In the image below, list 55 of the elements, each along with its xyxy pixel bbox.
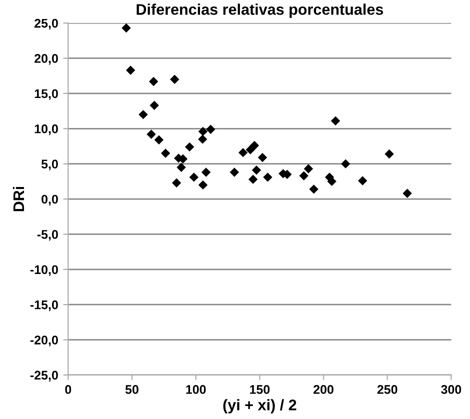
point: [150, 100, 159, 110]
y-tick-label: -5,0: [37, 230, 58, 241]
x-axis-title: (yi + xi) / 2: [223, 399, 296, 414]
point: [330, 116, 340, 126]
point: [252, 166, 262, 175]
point: [358, 176, 368, 186]
point: [148, 76, 158, 86]
point: [248, 174, 258, 184]
point: [250, 140, 260, 150]
y-tick-label: 0,0: [42, 194, 58, 206]
point: [206, 124, 216, 134]
point: [327, 176, 336, 186]
point: [184, 142, 194, 152]
point: [258, 152, 268, 162]
y-axis-title: DRi: [12, 186, 24, 212]
point: [198, 126, 208, 136]
point: [189, 172, 199, 182]
chart-title: Diferencias relativas porcentuales: [136, 4, 384, 18]
x-tick-label: 200: [314, 385, 334, 394]
point: [160, 148, 170, 158]
y-tick-label: -25,0: [30, 370, 58, 382]
point: [126, 66, 136, 75]
y-tick-label: -10,0: [30, 265, 58, 276]
x-tick-label: 150: [250, 385, 270, 394]
point: [402, 188, 412, 198]
point: [299, 171, 308, 180]
x-tick-label: 50: [125, 385, 138, 394]
point: [198, 134, 208, 144]
point: [154, 135, 164, 144]
point: [238, 148, 248, 158]
y-tick-label: 15,0: [34, 89, 58, 100]
point: [263, 172, 272, 182]
point: [230, 168, 239, 177]
y-tick-label: 5,0: [41, 160, 58, 170]
point: [176, 162, 186, 172]
point: [384, 149, 394, 159]
x-tick-label: 300: [441, 385, 462, 394]
y-tick-label: -20,0: [30, 336, 58, 346]
x-tick-label: 0: [65, 385, 72, 394]
x-tick-label: 100: [186, 385, 206, 394]
x-tick-label: 250: [377, 385, 398, 394]
point: [170, 74, 180, 84]
y-tick-label: 25,0: [34, 18, 58, 30]
point: [309, 184, 318, 194]
point: [138, 110, 148, 120]
y-tick-label: 20,0: [34, 54, 58, 65]
point: [304, 164, 314, 174]
point: [341, 159, 350, 168]
point: [122, 23, 131, 33]
y-tick-label: 10,0: [34, 124, 58, 136]
point: [198, 180, 208, 190]
point: [201, 168, 211, 177]
point: [172, 178, 182, 188]
y-tick-label: -15,0: [30, 300, 58, 312]
point: [146, 130, 156, 139]
